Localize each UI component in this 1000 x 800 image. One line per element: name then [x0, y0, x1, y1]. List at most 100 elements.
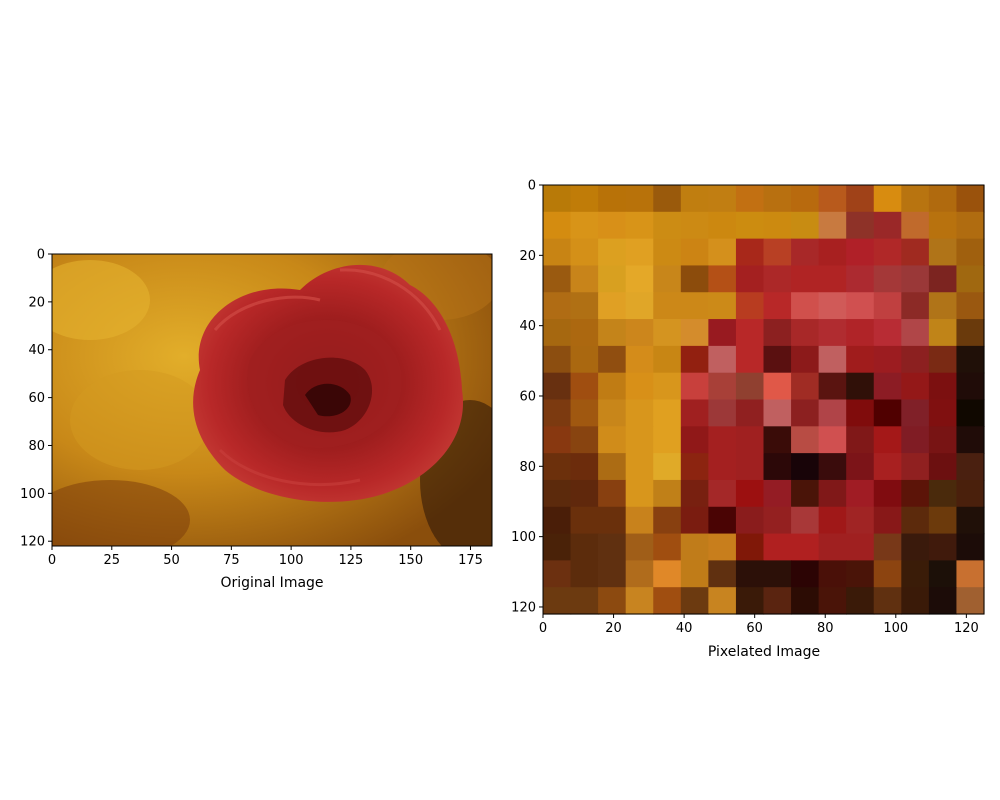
pixel-cell	[928, 265, 958, 293]
original-x-tick-label: 125	[338, 553, 363, 568]
pixel-cell	[653, 265, 682, 293]
pixel-cell	[791, 265, 820, 293]
pixel-cell	[543, 560, 572, 588]
pixelated-y-ticks: 0 20 40 60 80 100 120	[511, 179, 543, 615]
pixel-cell	[791, 399, 820, 427]
pixelated-image-frame	[542, 184, 985, 615]
pixelated-x-tick-label: 80	[817, 621, 834, 636]
pixel-cell	[570, 426, 599, 454]
pixel-cell	[653, 211, 682, 240]
pixel-cell	[543, 185, 572, 213]
pixel-cell	[901, 238, 930, 267]
pixel-cell	[791, 372, 820, 401]
pixel-cell	[928, 399, 958, 427]
pixel-cell	[708, 506, 737, 535]
pixel-cell	[901, 372, 930, 401]
pixel-cell	[846, 426, 875, 454]
pixel-cell	[570, 265, 599, 293]
pixel-cell	[625, 587, 654, 615]
pixel-cell	[708, 453, 737, 481]
pixel-cell	[873, 479, 902, 508]
original-x-tick-label: 75	[223, 553, 240, 568]
pixel-cell	[625, 211, 654, 240]
pixel-cell	[680, 265, 709, 293]
pixel-cell	[543, 506, 572, 535]
pixel-cell	[598, 185, 627, 213]
pixel-cell	[846, 399, 875, 427]
pixel-cell	[763, 453, 792, 481]
pixel-cell	[956, 319, 985, 347]
pixel-cell	[791, 426, 820, 454]
pixel-cell	[818, 399, 847, 427]
pixel-cell	[846, 533, 875, 561]
pixel-cell	[901, 506, 930, 535]
pixel-cell	[570, 372, 599, 401]
pixel-cell	[653, 426, 682, 454]
original-image	[52, 254, 492, 546]
pixel-cell	[570, 238, 599, 267]
pixel-cell	[928, 479, 958, 508]
pixel-cell	[901, 453, 930, 481]
pixel-cell	[928, 319, 958, 347]
original-y-tick-label: 100	[20, 487, 45, 502]
pixel-cell	[543, 345, 572, 374]
pixelated-y-tick-label: 60	[519, 389, 536, 404]
pixel-cell	[873, 238, 902, 267]
pixel-cell	[928, 185, 958, 213]
pixel-cell	[598, 238, 627, 267]
pixel-cell	[735, 345, 765, 374]
pixelated-y-tick-label: 40	[519, 319, 536, 334]
pixel-cell	[791, 185, 820, 213]
pixel-cell	[791, 506, 820, 535]
pixel-cell	[873, 560, 902, 588]
pixel-cell	[901, 587, 930, 615]
pixel-cell	[543, 479, 572, 508]
pixel-grid	[543, 185, 985, 615]
pixel-cell	[818, 238, 847, 267]
pixel-cell	[846, 560, 875, 588]
pixel-cell	[846, 453, 875, 481]
pixel-cell	[653, 533, 682, 561]
pixelated-y-tick-label: 80	[519, 460, 536, 475]
pixel-cell	[956, 399, 985, 427]
pixel-cell	[735, 292, 765, 320]
pixel-cell	[846, 372, 875, 401]
pixel-cell	[598, 265, 627, 293]
pixel-cell	[901, 185, 930, 213]
pixelated-y-tick-label: 100	[511, 530, 536, 545]
pixel-cell	[680, 238, 709, 267]
pixel-cell	[928, 345, 958, 374]
pixelated-x-axis-label: Pixelated Image	[708, 644, 820, 660]
pixel-cell	[763, 426, 792, 454]
pixel-cell	[846, 506, 875, 535]
pixel-cell	[956, 185, 985, 213]
pixelated-y-tick-label: 0	[528, 179, 536, 194]
pixel-cell	[680, 185, 709, 213]
pixel-cell	[763, 560, 792, 588]
pixel-cell	[680, 560, 709, 588]
pixel-cell	[956, 265, 985, 293]
pixel-cell	[735, 533, 765, 561]
pixel-cell	[625, 345, 654, 374]
pixel-cell	[763, 319, 792, 347]
pixel-cell	[791, 453, 820, 481]
pixel-cell	[625, 533, 654, 561]
pixel-cell	[598, 211, 627, 240]
pixel-cell	[625, 185, 654, 213]
pixel-cell	[598, 587, 627, 615]
pixel-cell	[818, 265, 847, 293]
pixel-cell	[570, 587, 599, 615]
pixel-cell	[708, 560, 737, 588]
pixel-cell	[763, 533, 792, 561]
pixel-cell	[653, 185, 682, 213]
pixel-cell	[956, 238, 985, 267]
pixel-cell	[653, 587, 682, 615]
pixel-cell	[956, 479, 985, 508]
pixel-cell	[570, 506, 599, 535]
original-image-axes: 0 25 50 75 100 125 150 175 0 20 40 60 80 100 120 Orig…	[20, 248, 493, 591]
original-image-frame	[51, 253, 493, 547]
pixel-cell	[598, 345, 627, 374]
original-x-tick-label: 150	[398, 553, 423, 568]
pixel-cell	[680, 211, 709, 240]
pixel-cell	[901, 211, 930, 240]
